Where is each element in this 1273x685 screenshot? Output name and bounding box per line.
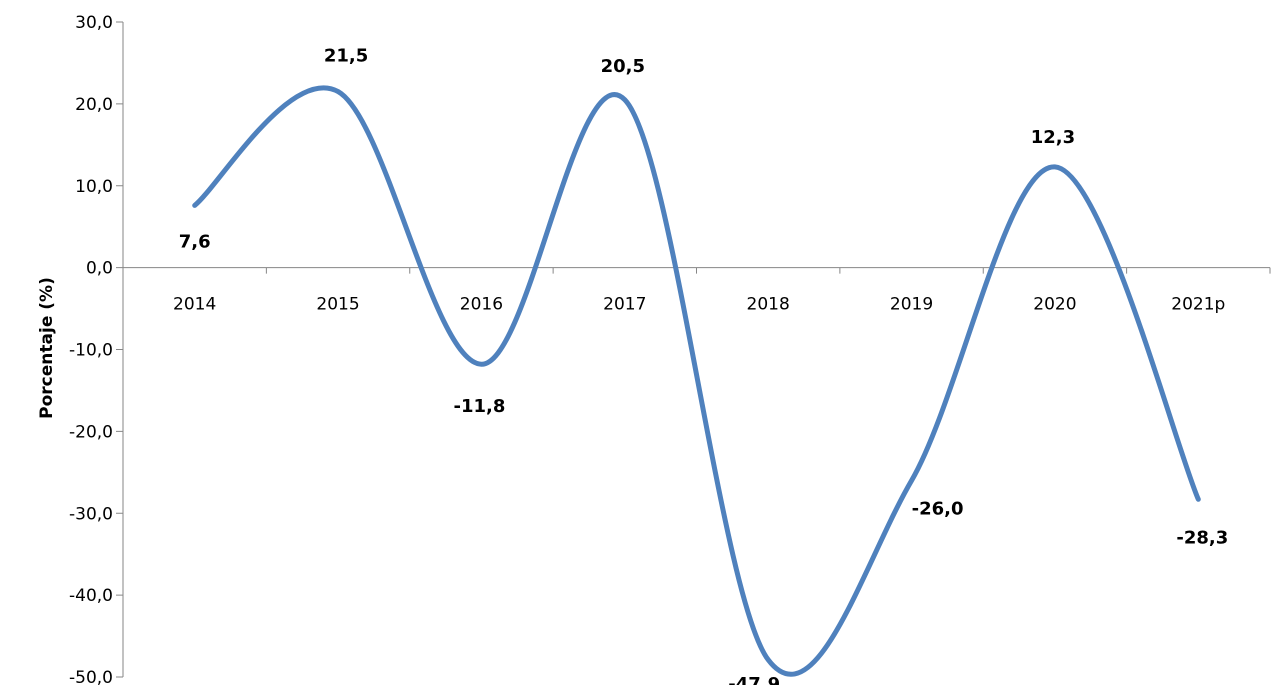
x-tick-label: 2019: [890, 295, 933, 315]
data-label: 7,6: [179, 231, 211, 252]
y-tick-label: -40,0: [69, 586, 113, 606]
x-tick-label: 2020: [1033, 295, 1076, 315]
data-label: -47,9: [728, 674, 780, 685]
x-axis: 2014 2015 2016 2017 2018 2019 2020 2021p: [122, 267, 1271, 315]
y-tick-label: -30,0: [69, 504, 113, 524]
data-label: -26,0: [912, 499, 964, 520]
data-label: 20,5: [601, 56, 645, 77]
y-tick-label: 30,0: [75, 13, 113, 33]
data-label: -28,3: [1176, 527, 1228, 548]
series-group: [192, 85, 1201, 677]
y-tick-label: -20,0: [69, 422, 113, 442]
x-tick-label: 2016: [460, 295, 503, 315]
x-tick-label: 2015: [316, 295, 359, 315]
data-label: 21,5: [324, 46, 368, 67]
y-tick-label: 0,0: [86, 259, 113, 279]
data-labels: 7,6 21,5 -11,8 20,5 -47,9 -26,0 12,3 -28,3: [179, 46, 1229, 685]
y-axis: 30,0 20,0 10,0 0,0 -10,0 -20,0 -30,0 -40,0 -50,0: [69, 13, 124, 685]
data-label: -11,8: [453, 396, 505, 417]
x-tick-label: 2014: [173, 295, 216, 315]
y-tick-label: -50,0: [69, 668, 113, 685]
x-tick-label: 2018: [747, 295, 790, 315]
data-label: 12,3: [1031, 127, 1075, 148]
series-line: [192, 85, 1201, 677]
y-axis-title: Porcentaje (%): [37, 277, 57, 419]
x-tick-label: 2021p: [1171, 295, 1225, 315]
x-tick-label: 2017: [603, 295, 646, 315]
y-tick-label: -10,0: [69, 341, 113, 361]
y-tick-label: 10,0: [75, 177, 113, 197]
y-tick-label: 20,0: [75, 95, 113, 115]
